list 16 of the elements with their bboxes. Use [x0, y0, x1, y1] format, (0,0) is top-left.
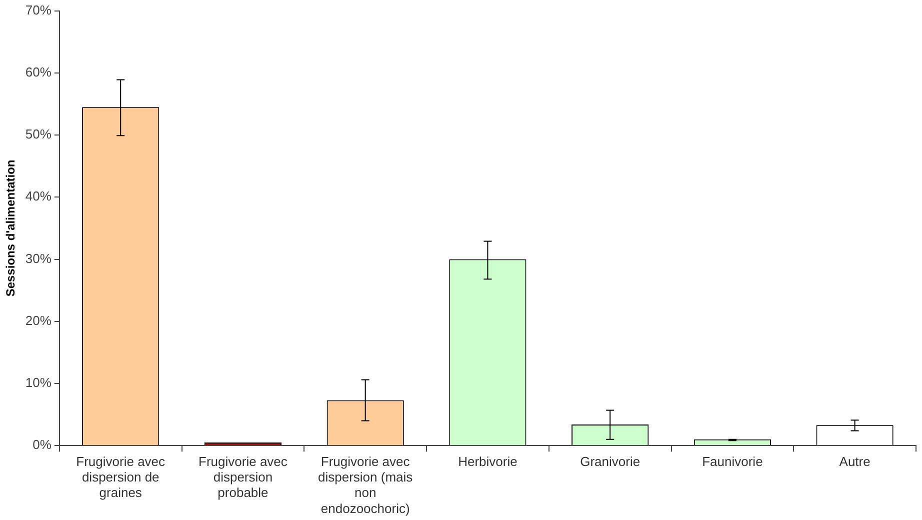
- y-tick-label: 10%: [25, 375, 52, 390]
- y-tick-label: 30%: [25, 250, 52, 266]
- x-tick-label: Frugivorie avec dispersion probable: [198, 454, 288, 500]
- y-axis-title: Sessions d'alimentation: [4, 160, 18, 297]
- x-tick-label: Frugivorie avec dispersion de graines: [76, 454, 166, 500]
- x-tick-label: Granivorie: [580, 454, 640, 469]
- y-tick-label: 0%: [32, 437, 52, 452]
- x-tick-label: Herbivorie: [458, 454, 518, 469]
- y-tick-label: 50%: [25, 126, 52, 142]
- y-tick-label: 20%: [25, 312, 52, 328]
- y-tick-label: 60%: [25, 64, 52, 80]
- y-tick-label: 40%: [25, 188, 52, 204]
- y-tick-label: 70%: [25, 2, 52, 18]
- x-tick-label: Frugivorie avec dispersion (mais non endozoochoric): [318, 454, 414, 516]
- x-tick-label: Faunivorie: [702, 454, 763, 469]
- x-tick-label: Autre: [839, 454, 870, 469]
